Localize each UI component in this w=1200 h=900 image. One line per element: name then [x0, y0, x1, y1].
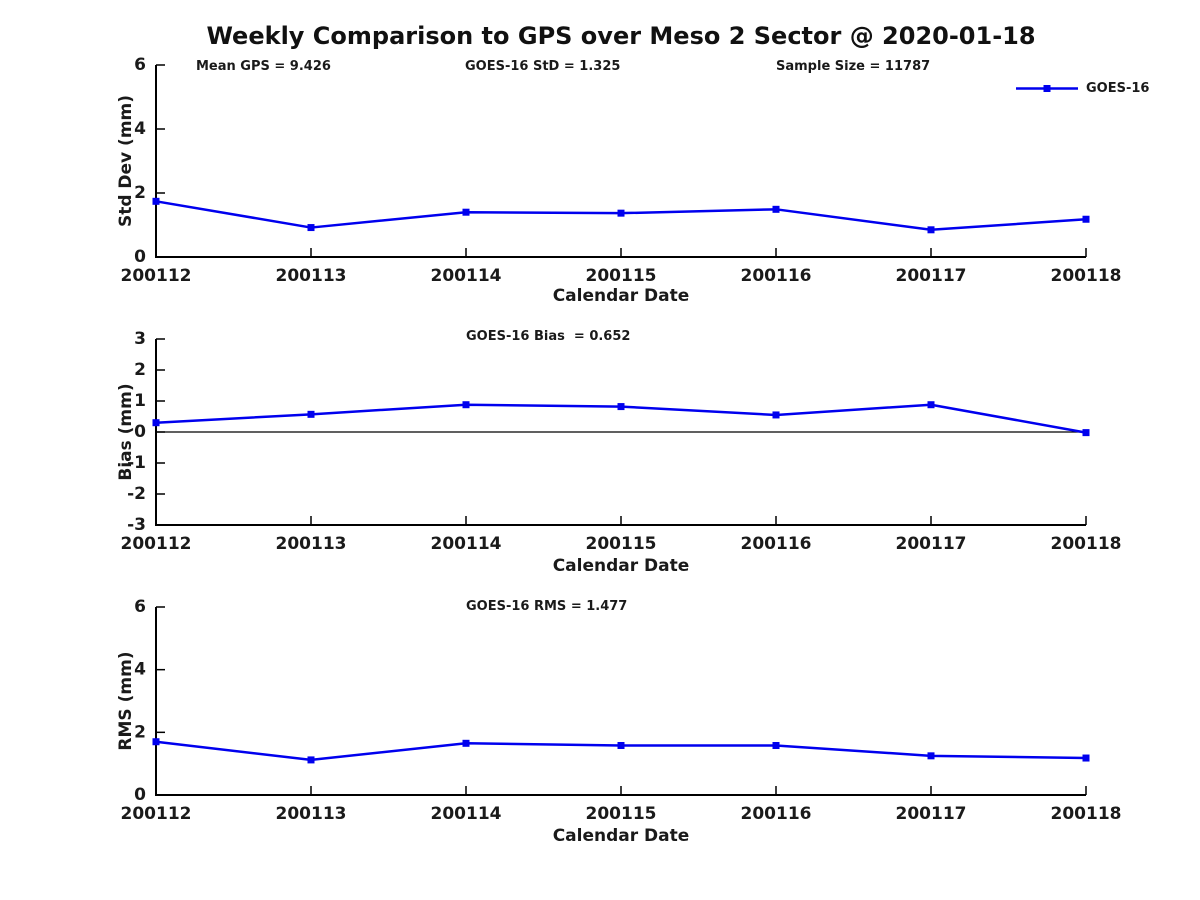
data-point-marker [927, 401, 935, 409]
data-point-marker [152, 419, 160, 427]
x-tick-label: 200118 [1051, 534, 1122, 554]
axis-spines [155, 607, 1086, 796]
legend-marker-sample [1043, 85, 1051, 92]
data-point-marker [462, 739, 470, 747]
data-point-marker [307, 410, 315, 418]
y-tick-label: 6 [134, 597, 146, 617]
data-point-marker [927, 752, 935, 760]
data-point-marker [462, 401, 470, 409]
x-tick-label: 200113 [276, 804, 347, 824]
x-tick-label: 200118 [1051, 266, 1122, 286]
data-point-marker [772, 741, 780, 749]
x-tick-label: 200116 [741, 266, 812, 286]
subplot-1: 0 2 4 6 200112 200113 200114 200115 200116 200117… [121, 55, 1122, 286]
subplot1-y-axis-label: Std Dev (mm) [116, 94, 136, 228]
chart-title: Weekly Comparison to GPS over Meso 2 Sec… [206, 22, 1036, 50]
data-point-marker [1082, 429, 1090, 437]
subplot2-title: GOES-16 Bias = 0.652 [466, 329, 631, 344]
y-tick-label: -3 [127, 515, 146, 535]
data-point-marker [772, 205, 780, 213]
data-point-marker [462, 208, 470, 216]
x-tick-label: 200118 [1051, 804, 1122, 824]
x-tick-label: 200115 [586, 534, 657, 554]
y-tick-label: 3 [134, 329, 146, 349]
y-tick-label: 0 [134, 422, 146, 442]
data-point-marker [1082, 754, 1090, 762]
x-tick-label: 200116 [741, 804, 812, 824]
y-tick-label: 2 [134, 360, 146, 380]
y-tick-label: 4 [134, 119, 146, 139]
data-point-marker [617, 741, 625, 749]
x-tick-label: 200117 [896, 804, 967, 824]
data-point-marker [307, 224, 315, 232]
x-tick-label: 200114 [431, 266, 502, 286]
subplot-3-series-markers [152, 738, 1090, 764]
subplot-1-yticks: 0 2 4 6 [134, 55, 165, 267]
data-point-marker [617, 403, 625, 411]
subplot-1-series-markers [152, 197, 1090, 234]
legend-key [1016, 85, 1078, 92]
x-tick-label: 200117 [896, 534, 967, 554]
y-tick-label: 0 [134, 785, 146, 805]
x-tick-label: 200115 [586, 266, 657, 286]
y-tick-label: -1 [127, 453, 146, 473]
y-tick-label: 6 [134, 55, 146, 75]
x-tick-label: 200112 [121, 266, 192, 286]
x-tick-label: 200112 [121, 534, 192, 554]
subplot3-title: GOES-16 RMS = 1.477 [466, 599, 628, 614]
subplot1-x-axis-label: Calendar Date [552, 286, 690, 306]
x-tick-label: 200113 [276, 534, 347, 554]
subplot3-y-axis-label: RMS (mm) [116, 651, 136, 751]
y-tick-label: 1 [134, 391, 146, 411]
x-tick-label: 200117 [896, 266, 967, 286]
subplot-2-xticks: 200112 200113 200114 200115 200116 200117 2001… [121, 516, 1122, 554]
x-tick-label: 200114 [431, 534, 502, 554]
y-tick-label: -2 [127, 484, 146, 504]
subplot2-y-axis-label: Bias (mm) [116, 383, 136, 481]
subplot-1-xticks: 200112 200113 200114 200115 200116 200117 2001… [121, 248, 1122, 286]
x-tick-label: 200115 [586, 804, 657, 824]
data-point-marker [927, 226, 935, 234]
data-point-marker [772, 411, 780, 419]
data-point-marker [307, 756, 315, 764]
annotation-sample-size: Sample Size = 11787 [776, 59, 931, 74]
data-point-marker [152, 738, 160, 746]
y-tick-label: 4 [134, 660, 146, 680]
subplot3-x-axis-label: Calendar Date [552, 826, 690, 846]
x-tick-label: 200116 [741, 534, 812, 554]
data-point-marker [152, 197, 160, 205]
data-point-marker [617, 209, 625, 217]
data-point-marker [1082, 215, 1090, 223]
legend-label: GOES-16 [1086, 81, 1150, 96]
subplot-3: 0 2 4 6 200112 200113 200114 200115 200116 200117… [121, 597, 1122, 824]
x-tick-label: 200112 [121, 804, 192, 824]
y-tick-label: 2 [134, 722, 146, 742]
x-tick-label: 200113 [276, 266, 347, 286]
y-tick-label: 2 [134, 183, 146, 203]
annotation-mean-gps: Mean GPS = 9.426 [196, 59, 331, 74]
subplot-3-yticks: 0 2 4 6 [134, 597, 165, 805]
x-tick-label: 200114 [431, 804, 502, 824]
annotation-goes16-std: GOES-16 StD = 1.325 [465, 59, 621, 74]
subplot-2-series-markers [152, 401, 1090, 437]
subplot-3-xticks: 200112 200113 200114 200115 200116 200117 2001… [121, 786, 1122, 824]
subplot2-x-axis-label: Calendar Date [552, 556, 690, 576]
y-tick-label: 0 [134, 247, 146, 267]
